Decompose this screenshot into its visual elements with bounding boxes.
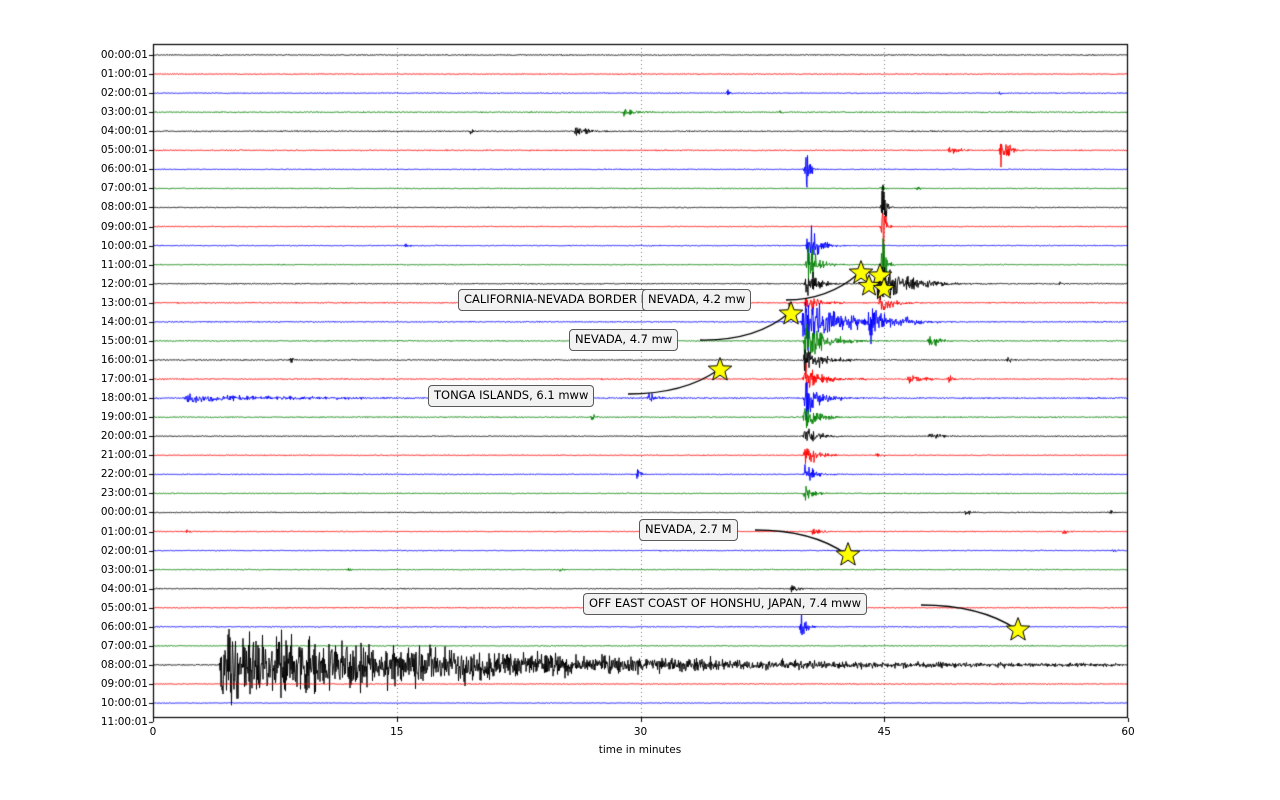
y-tick-label: 08:00:01	[100, 658, 148, 671]
x-tick-label: 30	[633, 726, 648, 738]
y-tick-label: 06:00:01	[100, 163, 148, 176]
y-tick-label: 03:00:01	[100, 563, 148, 576]
y-tick-label: 15:00:01	[100, 334, 148, 347]
y-tick-label: 12:00:01	[100, 277, 148, 290]
annotation-nevada-42: NEVADA, 4.2 mw	[642, 289, 752, 311]
y-tick-label: 23:00:01	[100, 487, 148, 500]
x-tick-label: 60	[1121, 726, 1135, 738]
y-tick-label: 04:00:01	[100, 125, 148, 138]
y-tick-label: 11:00:01	[100, 716, 148, 729]
x-axis-label: time in minutes	[598, 744, 682, 756]
y-tick-label: 21:00:01	[100, 449, 148, 462]
y-tick-label: 17:00:01	[100, 373, 148, 386]
y-tick-label: 10:00:01	[100, 239, 148, 252]
y-tick-label: 03:00:01	[100, 106, 148, 119]
y-tick-label: 18:00:01	[100, 392, 148, 405]
y-tick-label: 02:00:01	[100, 87, 148, 100]
y-tick-label: 10:00:01	[100, 697, 148, 710]
y-tick-label: 09:00:01	[100, 677, 148, 690]
annotation-tonga-islands: TONGA ISLANDS, 6.1 mww	[428, 385, 595, 407]
y-tick-label: 11:00:01	[100, 258, 148, 271]
x-tick-label: 15	[390, 726, 404, 738]
y-tick-label: 04:00:01	[100, 582, 148, 595]
y-axis-tick-labels: 00:00:01 01:00:01 02:00:01 03:00:01 04:00:01…	[20, 0, 148, 800]
y-tick-label: 06:00:01	[100, 620, 148, 633]
y-tick-label: 13:00:01	[100, 296, 148, 309]
y-tick-label: 20:00:01	[100, 430, 148, 443]
y-tick-label: 07:00:01	[100, 639, 148, 652]
y-tick-label: 05:00:01	[100, 601, 148, 614]
y-tick-label: 00:00:01	[100, 506, 148, 519]
y-tick-label: 22:00:01	[100, 468, 148, 481]
y-tick-label: 01:00:01	[100, 68, 148, 81]
y-tick-label: 07:00:01	[100, 182, 148, 195]
y-tick-label: 02:00:01	[100, 544, 148, 557]
y-tick-label: 16:00:01	[100, 353, 148, 366]
x-tick-label: 45	[877, 726, 891, 738]
y-tick-label: 08:00:01	[100, 201, 148, 214]
y-tick-label: 01:00:01	[100, 525, 148, 538]
y-tick-label: 09:00:01	[100, 220, 148, 233]
annotation-honshu-japan: OFF EAST COAST OF HONSHU, JAPAN, 7.4 mww	[583, 593, 868, 615]
y-tick-label: 19:00:01	[100, 411, 148, 424]
y-tick-label: 00:00:01	[100, 49, 148, 61]
y-tick-label: 14:00:01	[100, 315, 148, 328]
y-tick-label: 05:00:01	[100, 144, 148, 157]
annotation-nevada-47: NEVADA, 4.7 mw	[569, 329, 679, 351]
x-tick-label: 0	[149, 726, 157, 738]
annotation-nevada-27: NEVADA, 2.7 M	[639, 519, 738, 541]
